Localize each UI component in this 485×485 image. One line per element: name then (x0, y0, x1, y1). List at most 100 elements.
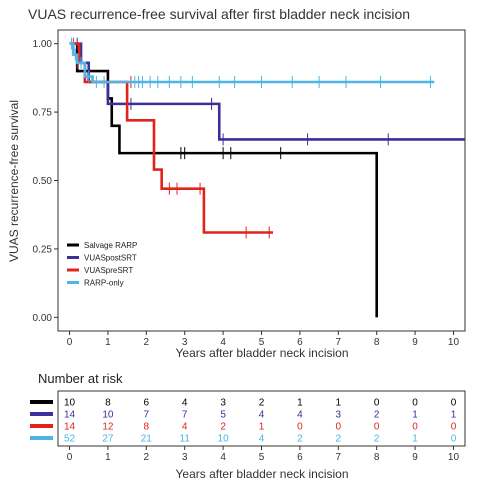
risk-count: 0 (412, 422, 418, 433)
legend-label: VUASpreSRT (84, 266, 133, 275)
risk-row: 52 27 21 11 10 4 2 2 2 1 0 (30, 434, 457, 445)
risk-count: 0 (451, 422, 457, 433)
x-tick-label: 0 (67, 337, 73, 348)
risk-x-tick-label: 8 (374, 452, 380, 463)
y-tick-label: 0.25 (33, 244, 53, 255)
legend: Salvage RARP VUASpostSRT VUASpreSRT RARP-on… (67, 241, 137, 288)
chart-title: VUAS recurrence-free survival after firs… (28, 6, 410, 22)
x-tick-label: 1 (105, 337, 111, 348)
legend-label: VUASpostSRT (84, 254, 137, 263)
risk-count: 1 (412, 410, 418, 421)
risk-count: 3 (336, 410, 342, 421)
risk-x-tick-label: 10 (448, 452, 460, 463)
risk-count: 0 (412, 398, 418, 409)
risk-table-rows: 10 8 6 4 3 2 1 1 0 0 014 10 7 7 5 4 4 3 2 1 114 12 8 4 2 1 0 0 0 0 052… (30, 398, 457, 445)
series-vuaspresrt (69, 37, 274, 239)
risk-table-x-axis-title: Years after bladder neck incision (176, 467, 349, 481)
legend-label: RARP-only (84, 279, 124, 288)
risk-count: 4 (182, 398, 188, 409)
risk-count: 1 (336, 398, 342, 409)
risk-x-tick-label: 3 (182, 452, 188, 463)
series-vuaspostsrt (69, 37, 465, 146)
risk-count: 2 (220, 422, 226, 433)
risk-row: 14 12 8 4 2 1 0 0 0 0 0 (30, 422, 457, 433)
risk-count: 2 (374, 410, 380, 421)
risk-table: Number at risk 10 8 6 4 3 2 1 1 0 0 014 10 7 7 5 4 4 3 2 1 1… (30, 371, 466, 481)
risk-count: 14 (64, 410, 76, 421)
series-salvage-rarp (69, 42, 378, 318)
risk-count: 4 (297, 410, 303, 421)
risk-count: 4 (259, 434, 265, 445)
risk-x-tick-label: 2 (144, 452, 150, 463)
risk-count: 12 (102, 422, 114, 433)
y-axis: 0.00 0.25 0.50 0.75 1.00 (33, 39, 58, 324)
risk-x-tick-label: 0 (67, 452, 73, 463)
risk-count: 14 (64, 422, 76, 433)
risk-count: 0 (451, 434, 457, 445)
risk-row: 14 10 7 7 5 4 4 3 2 1 1 (30, 410, 457, 421)
risk-count: 0 (374, 398, 380, 409)
x-tick-label: 6 (297, 337, 303, 348)
x-axis: 0 1 2 3 4 5 6 7 8 9 10 (67, 331, 460, 348)
series-rarp-only (69, 37, 435, 88)
survival-curve (69, 42, 465, 141)
risk-table-title: Number at risk (38, 371, 123, 386)
risk-count: 1 (297, 398, 303, 409)
risk-count: 2 (297, 434, 303, 445)
survival-curve (69, 42, 378, 318)
risk-x-tick-label: 7 (336, 452, 342, 463)
risk-count: 11 (180, 434, 191, 445)
risk-count: 27 (102, 434, 114, 445)
risk-count: 7 (182, 410, 188, 421)
risk-count: 0 (451, 398, 457, 409)
risk-count: 8 (105, 398, 111, 409)
risk-row: 10 8 6 4 3 2 1 1 0 0 0 (30, 398, 457, 409)
risk-count: 2 (259, 398, 265, 409)
risk-count: 2 (374, 434, 380, 445)
risk-x-tick-label: 4 (220, 452, 226, 463)
risk-count: 4 (259, 410, 265, 421)
survival-curve (69, 42, 435, 84)
risk-count: 4 (182, 422, 188, 433)
risk-count: 8 (144, 422, 150, 433)
risk-x-tick-label: 5 (259, 452, 265, 463)
y-tick-label: 0.00 (33, 313, 53, 324)
risk-table-x-axis: 0 1 2 3 4 5 6 7 8 9 10 (67, 446, 460, 463)
risk-count: 3 (220, 398, 226, 409)
plot-area: 0.00 0.25 0.50 0.75 1.00 0 1 2 3 4 5 6 7 8 9 10 (33, 29, 466, 348)
risk-x-tick-label: 1 (105, 452, 111, 463)
x-tick-label: 10 (448, 337, 460, 348)
y-tick-label: 0.75 (33, 108, 53, 119)
legend-label: Salvage RARP (84, 241, 137, 250)
survival-curves (69, 37, 465, 318)
x-tick-label: 2 (144, 337, 150, 348)
x-axis-title: Years after bladder neck incision (176, 346, 349, 360)
y-tick-label: 1.00 (33, 39, 53, 50)
risk-count: 0 (374, 422, 380, 433)
risk-count: 10 (218, 434, 230, 445)
risk-count: 10 (64, 398, 76, 409)
risk-count: 0 (336, 422, 342, 433)
x-tick-label: 9 (412, 337, 418, 348)
risk-count: 7 (144, 410, 150, 421)
risk-x-tick-label: 6 (297, 452, 303, 463)
risk-count: 0 (297, 422, 303, 433)
risk-x-tick-label: 9 (412, 452, 418, 463)
x-tick-label: 4 (220, 337, 226, 348)
y-tick-label: 0.50 (33, 176, 53, 187)
risk-count: 1 (412, 434, 418, 445)
y-axis-title: VUAS recurrence-free survival (7, 100, 21, 262)
risk-count: 5 (220, 410, 226, 421)
x-tick-label: 5 (259, 337, 265, 348)
risk-count: 52 (64, 434, 76, 445)
risk-count: 2 (336, 434, 342, 445)
risk-count: 1 (451, 410, 457, 421)
x-tick-label: 8 (374, 337, 380, 348)
risk-count: 10 (102, 410, 114, 421)
risk-count: 6 (144, 398, 150, 409)
risk-count: 1 (259, 422, 265, 433)
risk-count: 21 (141, 434, 153, 445)
x-tick-label: 7 (336, 337, 342, 348)
x-tick-label: 3 (182, 337, 188, 348)
